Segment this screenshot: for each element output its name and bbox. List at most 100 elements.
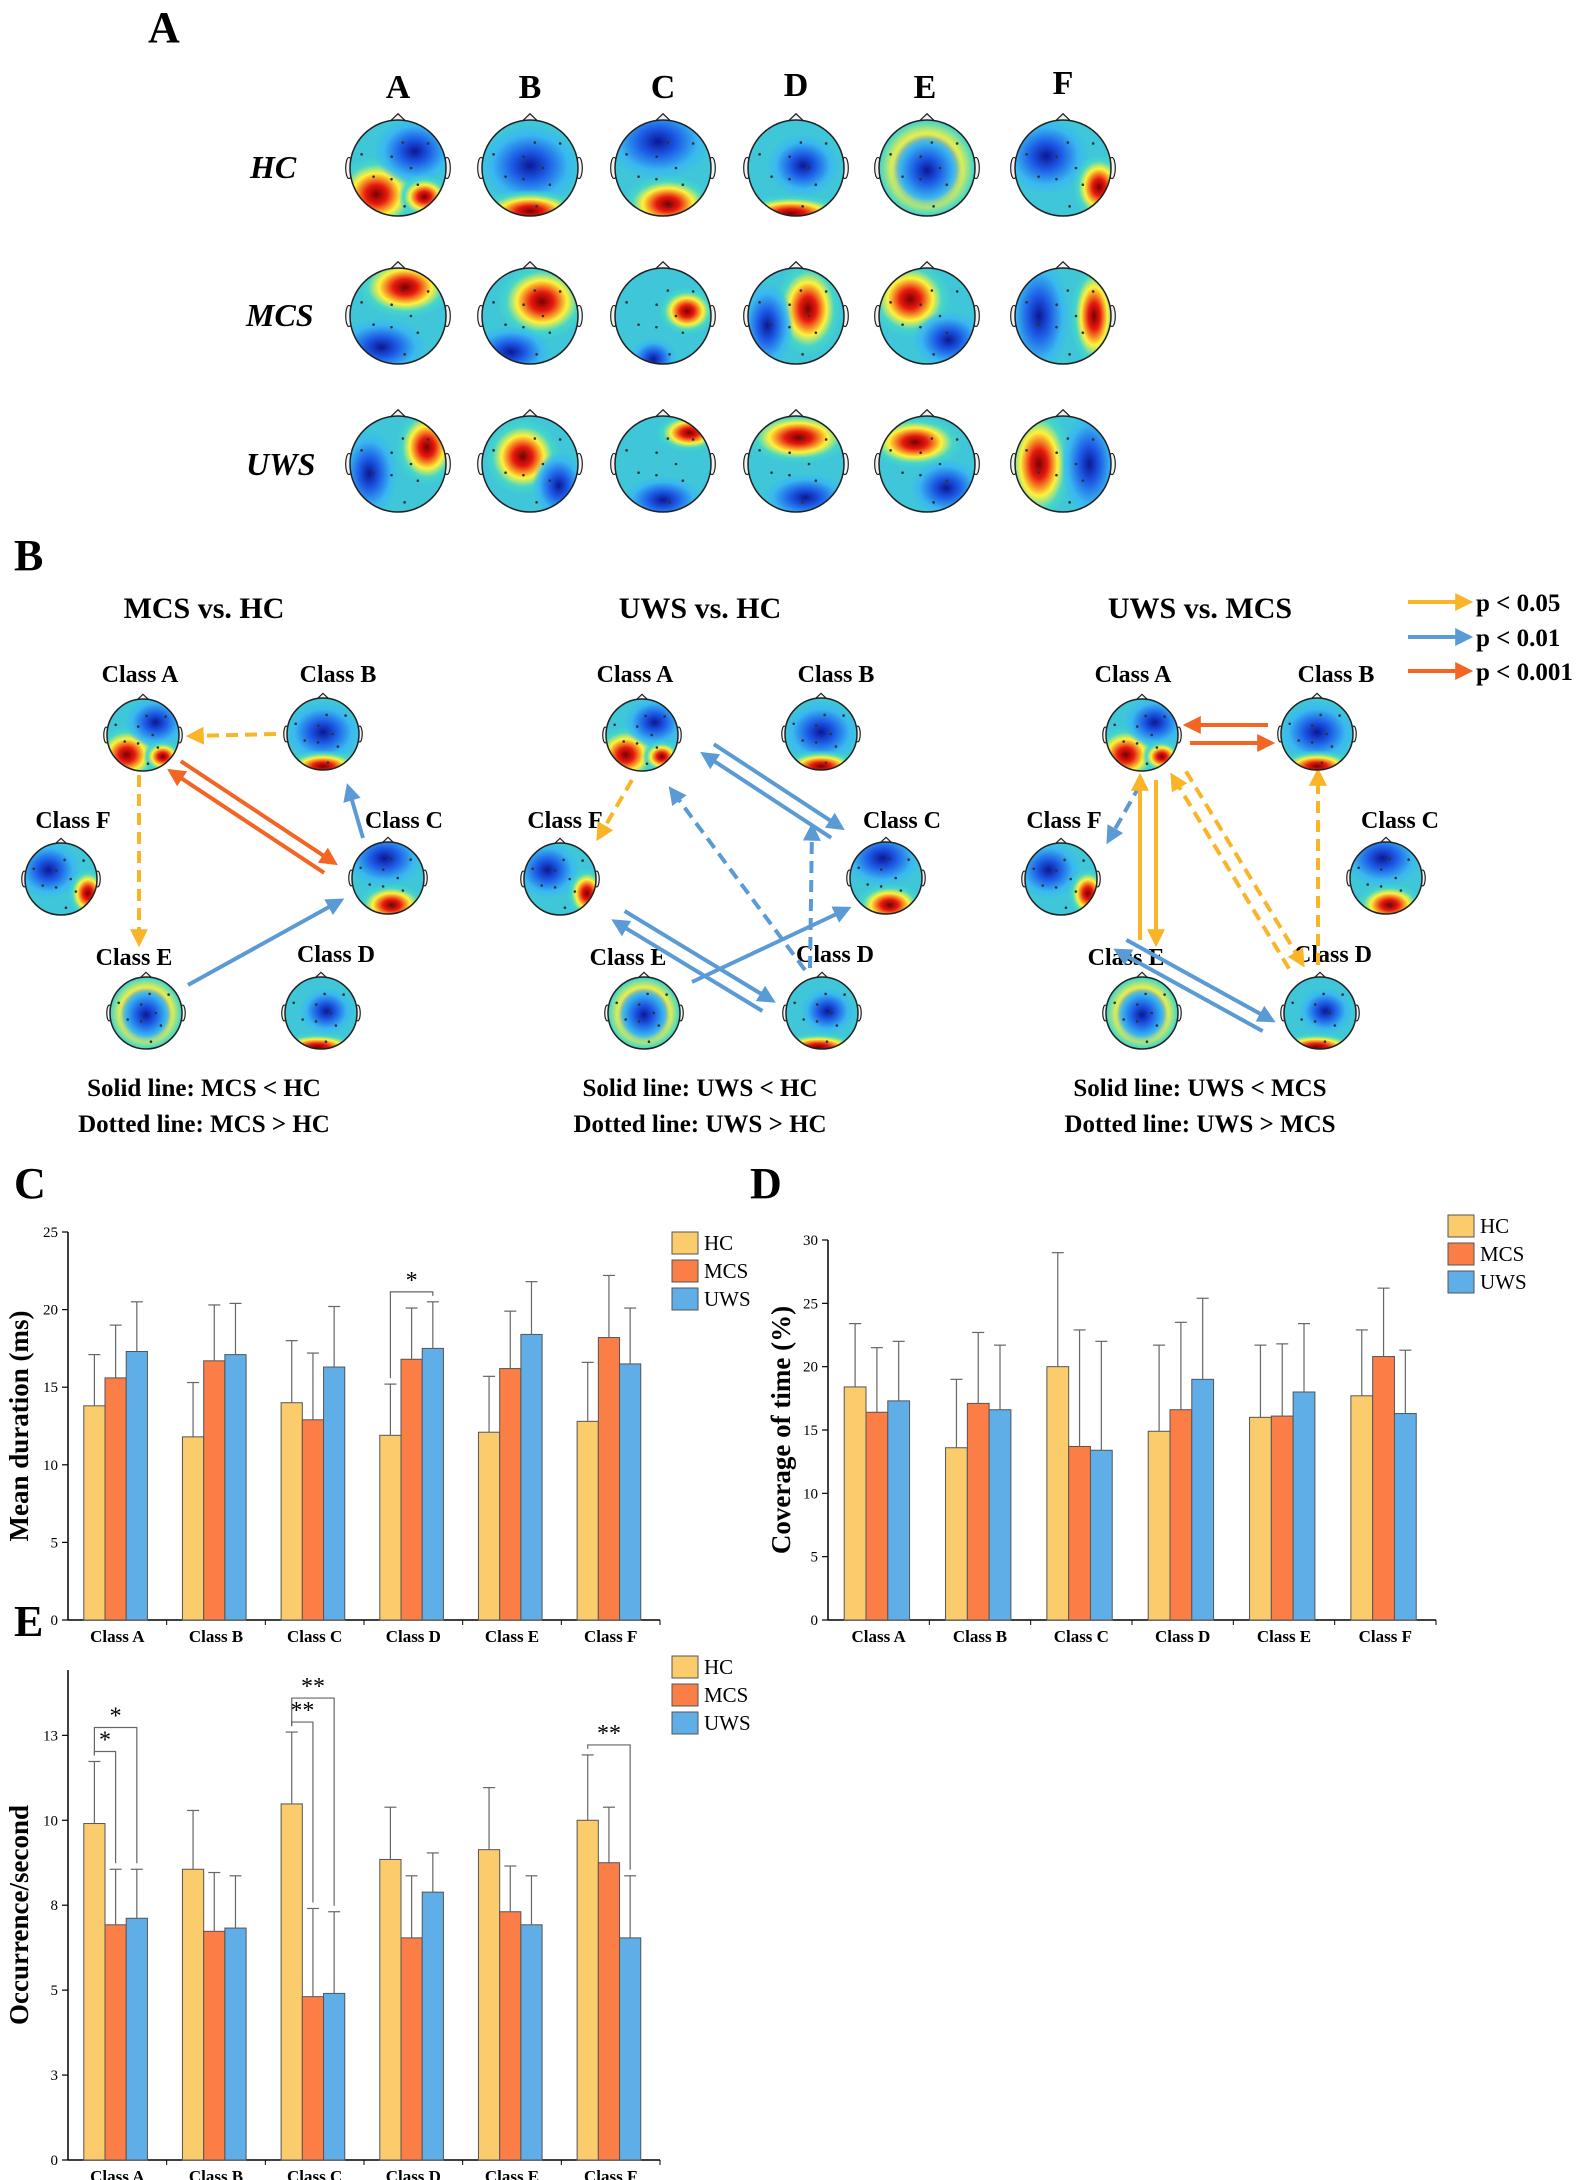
- significance-label: **: [290, 1698, 314, 1724]
- arrow-e-to-c: [691, 906, 852, 984]
- bar-hc-3: [379, 1858, 402, 2161]
- y-tick-label: 30: [803, 1233, 818, 1249]
- panel-b-label: B: [14, 531, 43, 580]
- topomap-hc-c: [610, 112, 716, 217]
- node-topomap-class-b: [781, 692, 861, 771]
- y-tick-label: 5: [811, 1550, 819, 1566]
- arrow-c-to-b: [343, 783, 365, 839]
- x-tick-label: Class C: [287, 1627, 342, 1646]
- note-solid-line: Solid line: UWS < MCS: [1073, 1075, 1326, 1102]
- legend-text-p001: p < 0.001: [1476, 659, 1573, 686]
- x-tick-label: Class C: [287, 2167, 342, 2180]
- note-dotted-line: Dotted line: MCS > HC: [78, 1111, 330, 1138]
- node-topomap-class-f: [21, 837, 101, 916]
- note-dotted-line: Dotted line: UWS > MCS: [1064, 1111, 1335, 1138]
- arrow-f-to-d: [623, 909, 776, 1003]
- network-title: MCS vs. HC: [124, 592, 285, 625]
- arrow-a-to-c: [712, 742, 845, 831]
- bar-uws-4: [520, 1333, 543, 1621]
- node-label-class-e: Class E: [1088, 945, 1165, 971]
- bar-mcs-1: [966, 1402, 990, 1621]
- arrow-d-to-f: [1113, 948, 1264, 1033]
- node-label-class-c: Class C: [365, 808, 443, 834]
- col-label-c: C: [651, 69, 676, 106]
- y-tick-label: 25: [43, 1225, 58, 1241]
- y-tick-label: 10: [43, 1458, 58, 1474]
- arrow-d-to-a: [668, 786, 807, 972]
- y-axis-label: Mean duration (ms): [4, 1311, 34, 1542]
- x-tick-label: Class A: [852, 1627, 907, 1646]
- arrow-b-to-a: [185, 726, 277, 745]
- note-solid-line: Solid line: MCS < HC: [87, 1075, 321, 1102]
- node-topomap-class-d: [782, 971, 862, 1050]
- bar-chart-coverage: 0 5 10 15 20 25 30 Coverage of time (%) Class A C…: [766, 1214, 1527, 1646]
- arrow-d-to-c: [802, 822, 821, 969]
- node-label-class-c: Class C: [1361, 808, 1439, 834]
- x-tick-label: Class C: [1054, 1627, 1109, 1646]
- legend-swatch-uws: [671, 1287, 699, 1311]
- y-tick-label: 20: [803, 1360, 818, 1376]
- node-topomap-class-c: [1346, 836, 1426, 915]
- node-label-class-f: Class F: [1026, 808, 1101, 834]
- panel-a: A A B C D E F HC MCS UWS: [148, 3, 1116, 513]
- bar-hc-4: [477, 1431, 501, 1621]
- network-uws-vs-hc: UWS vs. HC Class A Class B Class C Class…: [520, 592, 941, 1138]
- legend-label-mcs: MCS: [704, 1259, 748, 1283]
- x-tick-label: Class A: [90, 1627, 145, 1646]
- panel-e-label: E: [14, 1597, 43, 1646]
- bar-uws-0: [125, 1917, 148, 2161]
- topomap-mcs-f: [1010, 260, 1116, 365]
- arrow-a-to-f: [596, 778, 634, 842]
- y-tick-label: 0: [811, 1613, 819, 1629]
- topomap-mcs-a: [345, 260, 451, 365]
- bar-mcs-0: [104, 1924, 127, 2161]
- bar-mcs-4: [499, 1368, 522, 1621]
- col-label-b: B: [519, 69, 542, 106]
- topomap-mcs-d: [743, 260, 849, 365]
- bar-hc-1: [181, 1436, 205, 1621]
- y-tick-label: 8: [51, 1898, 59, 1914]
- x-tick-label: Class E: [485, 1627, 539, 1646]
- network-diagram: [1021, 692, 1426, 1050]
- col-label-d: D: [784, 67, 809, 104]
- topomap-mcs-b: [477, 260, 583, 365]
- bar-uws-2: [1089, 1449, 1113, 1621]
- bar-uws-3: [421, 1347, 444, 1621]
- topomap-uws-a: [345, 408, 451, 513]
- network-uws-vs-mcs: UWS vs. MCS Class A Class B Class C Clas…: [1021, 592, 1439, 1138]
- node-label-class-b: Class B: [1298, 662, 1375, 688]
- x-tick-label: Class A: [90, 2167, 145, 2180]
- bar-uws-4: [1292, 1391, 1316, 1621]
- topomap-hc-f: [1010, 112, 1116, 217]
- node-topomap-class-e: [604, 971, 684, 1050]
- legend-swatch-hc: [671, 1231, 699, 1255]
- row-label-mcs: MCS: [245, 297, 314, 333]
- node-topomap-class-b: [283, 692, 363, 771]
- bar-mcs-3: [400, 1358, 423, 1621]
- bar-hc-5: [576, 1819, 599, 2161]
- x-tick-label: Class E: [1257, 1627, 1311, 1646]
- bar-uws-2: [323, 1992, 346, 2161]
- row-label-uws: UWS: [246, 446, 315, 482]
- node-label-class-a: Class A: [102, 662, 179, 688]
- bar-hc-5: [1350, 1395, 1374, 1621]
- node-label-class-d: Class D: [1294, 942, 1372, 968]
- significance-label: **: [301, 1674, 325, 1700]
- bar-uws-3: [421, 1891, 444, 2161]
- bar-mcs-4: [499, 1911, 522, 2161]
- network-mcs-vs-hc: MCS vs. HC Class A Class B Class C Class…: [21, 592, 443, 1138]
- node-label-class-c: Class C: [863, 808, 941, 834]
- y-tick-label: 15: [803, 1423, 818, 1439]
- arrow-a-to-c: [179, 759, 338, 866]
- x-tick-label: Class B: [189, 1627, 243, 1646]
- bar-uws-4: [520, 1924, 543, 2161]
- bar-mcs-4: [1270, 1415, 1294, 1621]
- bar-uws-1: [224, 1927, 247, 2161]
- arrow-f-to-d: [1125, 938, 1276, 1023]
- bar-mcs-2: [301, 1419, 325, 1621]
- node-label-class-b: Class B: [300, 662, 377, 688]
- bar-uws-3: [1191, 1378, 1215, 1621]
- topomap-mcs-c: [610, 260, 716, 365]
- legend-swatch-mcs: [671, 1259, 699, 1283]
